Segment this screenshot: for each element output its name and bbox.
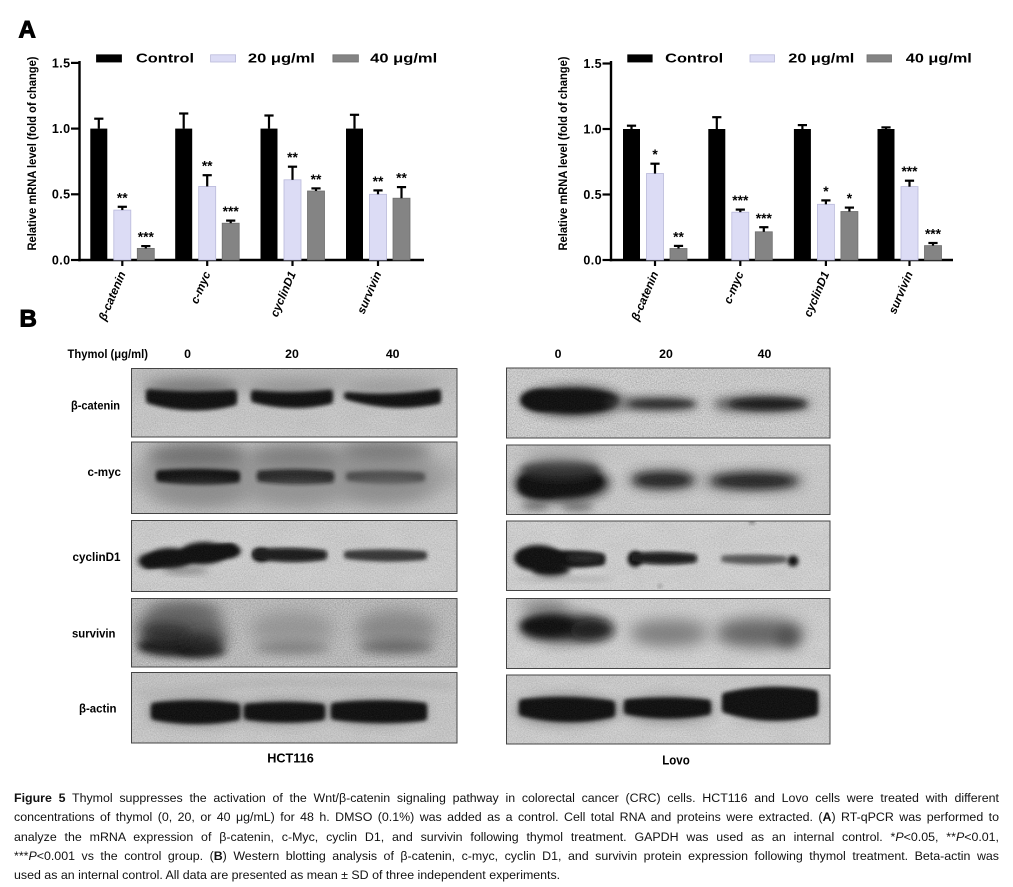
svg-text:Relative mRNA level (fold of c: Relative mRNA level (fold of change) [556, 57, 570, 251]
svg-text:β-catenin: β-catenin [96, 270, 129, 324]
svg-text:***: *** [138, 230, 155, 245]
svg-text:1.5: 1.5 [52, 56, 71, 70]
svg-text:Control: Control [665, 51, 723, 66]
svg-text:β-catenin: β-catenin [71, 398, 120, 412]
svg-text:c-myc: c-myc [88, 465, 122, 479]
svg-text:A: A [19, 17, 36, 44]
svg-text:***: *** [756, 211, 773, 226]
svg-text:40: 40 [758, 347, 772, 361]
svg-text:1.5: 1.5 [583, 57, 602, 71]
svg-text:Relative mRNA level (fold of c: Relative mRNA level (fold of change) [25, 57, 39, 251]
svg-text:**: ** [396, 171, 407, 186]
svg-text:**: ** [673, 229, 684, 244]
svg-text:**: ** [311, 172, 322, 187]
svg-text:40 μg/ml: 40 μg/ml [370, 51, 437, 66]
svg-text:*: * [823, 184, 829, 199]
svg-text:20: 20 [659, 347, 673, 361]
svg-text:40 μg/ml: 40 μg/ml [906, 51, 972, 66]
svg-text:0.0: 0.0 [52, 253, 71, 267]
svg-text:Thymol (μg/ml): Thymol (μg/ml) [68, 347, 149, 361]
svg-text:cyclinD1: cyclinD1 [73, 550, 121, 564]
svg-text:Control: Control [136, 51, 194, 66]
svg-text:HCT116: HCT116 [267, 751, 314, 766]
svg-text:***: *** [925, 227, 942, 242]
svg-text:0.0: 0.0 [583, 253, 602, 267]
svg-text:c-myc: c-myc [721, 269, 746, 306]
svg-text:cyclinD1: cyclinD1 [268, 270, 299, 319]
svg-text:20 μg/ml: 20 μg/ml [788, 51, 854, 66]
svg-text:survivin: survivin [355, 270, 384, 316]
svg-text:40: 40 [386, 347, 400, 361]
svg-text:1.0: 1.0 [52, 122, 71, 136]
svg-text:**: ** [117, 190, 128, 205]
svg-text:survivin: survivin [72, 626, 116, 640]
svg-text:β-catenin: β-catenin [629, 270, 662, 324]
svg-text:Lovo: Lovo [662, 753, 690, 768]
svg-text:survivin: survivin [886, 270, 915, 316]
svg-text:20: 20 [285, 347, 299, 361]
svg-text:***: *** [223, 204, 240, 219]
svg-text:c-myc: c-myc [188, 269, 213, 306]
svg-text:*: * [652, 147, 658, 162]
svg-text:**: ** [287, 150, 298, 165]
svg-text:B: B [20, 306, 37, 333]
svg-text:1.0: 1.0 [583, 122, 602, 136]
svg-text:***: *** [901, 164, 918, 179]
svg-text:0.5: 0.5 [52, 188, 71, 202]
svg-text:0.5: 0.5 [583, 188, 602, 202]
svg-text:0: 0 [555, 347, 562, 361]
svg-text:20 μg/ml: 20 μg/ml [248, 51, 315, 66]
svg-text:*: * [847, 191, 853, 206]
svg-text:**: ** [202, 159, 213, 174]
svg-text:***: *** [732, 193, 749, 208]
svg-text:β-actin: β-actin [79, 701, 117, 715]
svg-text:0: 0 [184, 347, 191, 361]
svg-text:**: ** [373, 174, 384, 189]
svg-text:cyclinD1: cyclinD1 [801, 270, 832, 319]
